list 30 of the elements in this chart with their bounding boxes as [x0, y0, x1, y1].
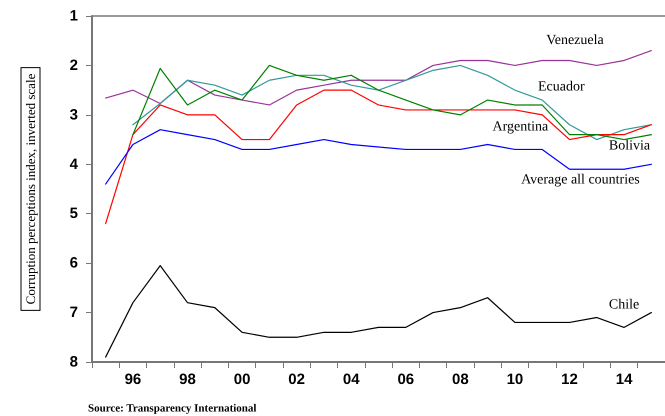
series-label: Ecuador — [538, 80, 585, 95]
line-series — [105, 50, 652, 106]
x-tick-label: 00 — [234, 371, 250, 388]
series-label: Bolivia — [608, 138, 651, 154]
series-label: Venezuela — [546, 33, 604, 48]
y-tick-label: 8 — [70, 354, 78, 370]
y-tick-label: 2 — [70, 56, 78, 74]
x-tick-label: 02 — [288, 371, 305, 388]
x-tick-label: 06 — [397, 371, 414, 388]
x-tick-label: 98 — [179, 371, 196, 388]
y-tick-label: 3 — [70, 106, 78, 124]
y-tick-label: 1 — [70, 8, 78, 24]
line-series — [132, 64, 652, 140]
line-series — [105, 265, 652, 358]
line-series — [105, 90, 652, 224]
x-tick-label: 12 — [561, 371, 578, 388]
x-tick-label: 14 — [616, 371, 634, 388]
source-note: Source: Transparency International — [88, 402, 256, 414]
x-tick-label: 10 — [506, 371, 524, 388]
series-label: Chile — [608, 298, 640, 313]
y-tick-label: 7 — [70, 304, 78, 322]
y-tick-label: 6 — [70, 254, 78, 272]
x-tick-label: 08 — [452, 371, 469, 388]
y-tick-label: 5 — [70, 205, 78, 222]
y-axis-title: Corruption perceptions index, inverted scale — [23, 73, 38, 304]
x-tick-label: 96 — [124, 371, 142, 388]
series-label: Argentina — [492, 120, 550, 135]
series-label: Average all countries — [521, 172, 640, 188]
y-tick-label: 4 — [70, 156, 79, 173]
x-tick-label: 04 — [342, 371, 360, 388]
